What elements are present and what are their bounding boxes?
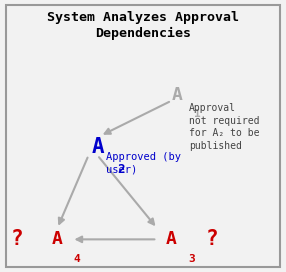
- Text: A: A: [166, 230, 177, 248]
- Text: Approval
not required
for A₂ to be
published: Approval not required for A₂ to be publi…: [189, 103, 259, 151]
- Text: 1: 1: [194, 109, 201, 119]
- Text: 2: 2: [117, 163, 125, 176]
- Text: A: A: [92, 137, 104, 157]
- Text: ?: ?: [11, 229, 23, 249]
- Text: A: A: [51, 230, 62, 248]
- Text: 4: 4: [74, 254, 81, 264]
- Text: System Analyzes Approval
Dependencies: System Analyzes Approval Dependencies: [47, 11, 239, 40]
- Text: A: A: [172, 86, 182, 104]
- Text: 3: 3: [188, 254, 195, 264]
- Text: Approved (by
user): Approved (by user): [106, 152, 181, 175]
- Text: ?: ?: [205, 229, 218, 249]
- FancyBboxPatch shape: [6, 5, 280, 267]
